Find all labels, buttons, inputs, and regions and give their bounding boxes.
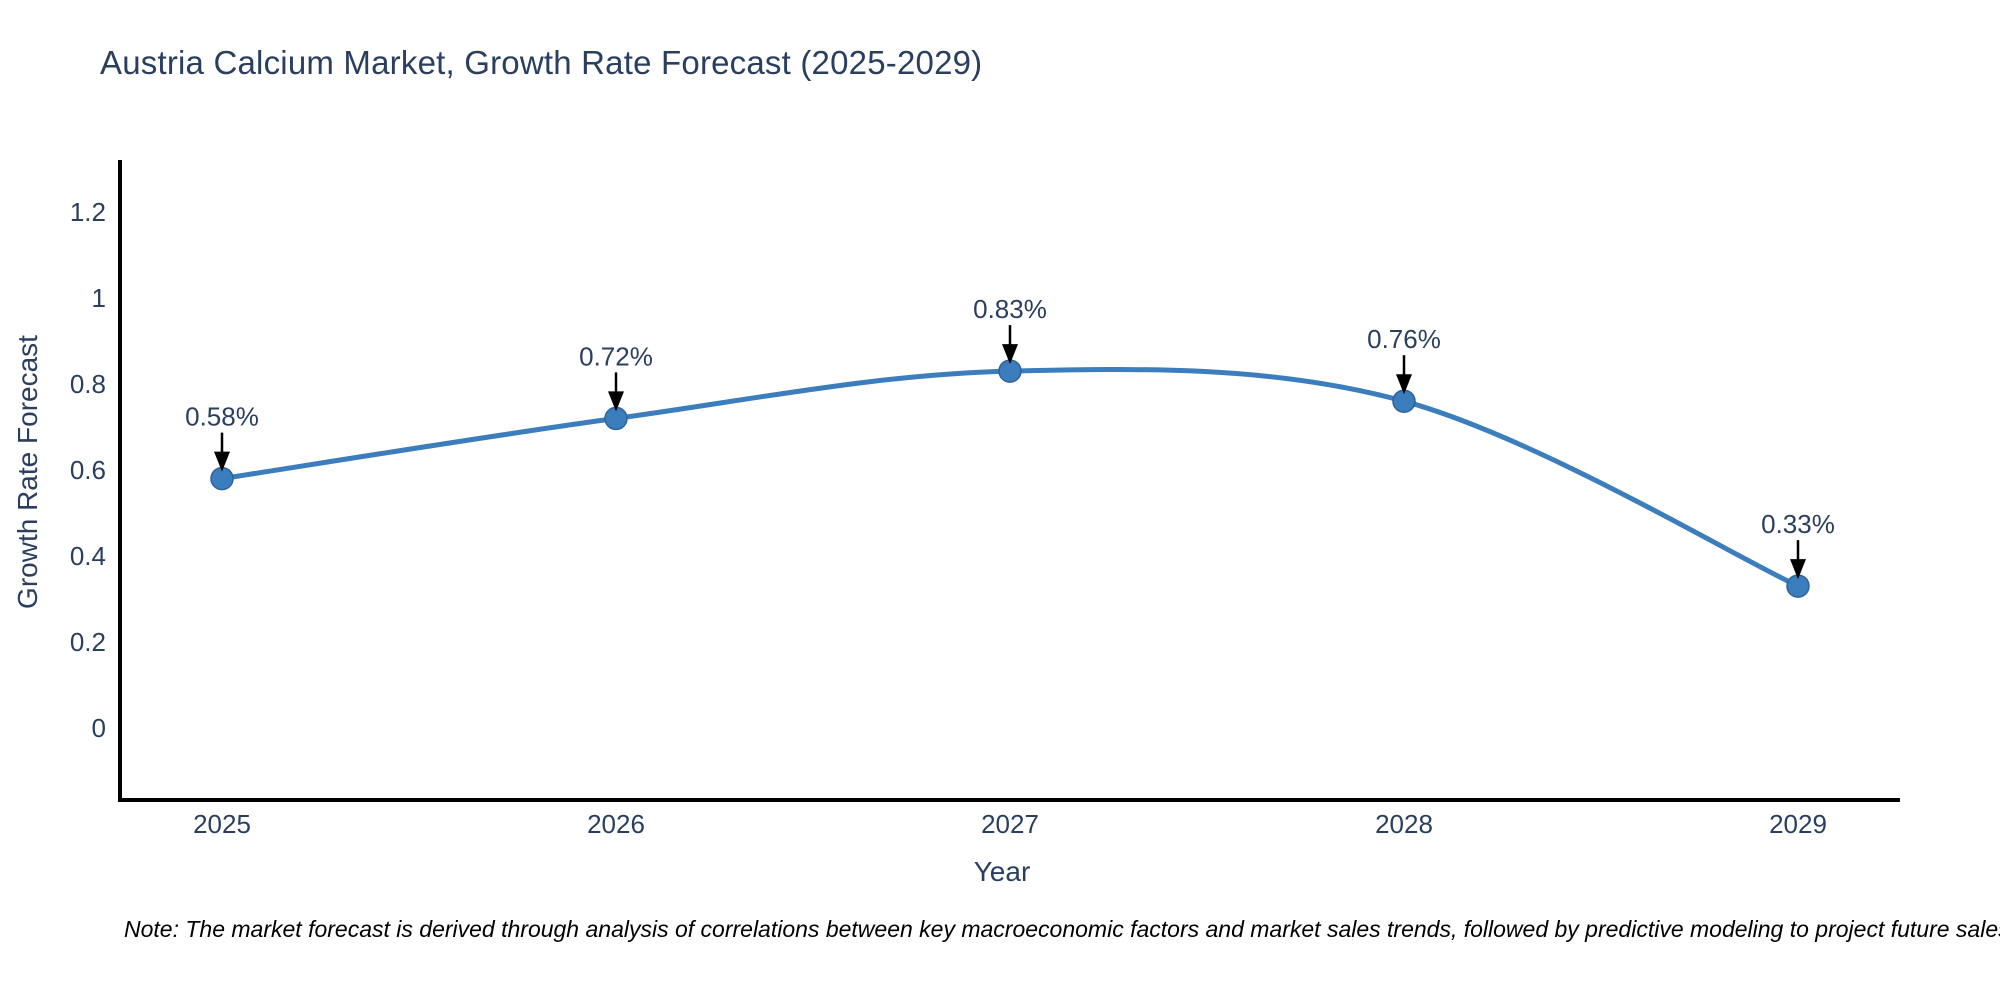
data-point-label: 0.83%: [973, 294, 1047, 324]
annotation-arrowhead-icon: [1002, 344, 1018, 365]
y-tick-label: 0.4: [70, 541, 106, 571]
data-point-label: 0.72%: [579, 341, 653, 371]
chart-title: Austria Calcium Market, Growth Rate Fore…: [100, 44, 983, 81]
annotation-arrowhead-icon: [1790, 559, 1806, 580]
annotation-arrowhead-icon: [1396, 374, 1412, 395]
y-tick-label: 0.6: [70, 455, 106, 485]
series-line: [219, 367, 1801, 589]
x-tick-label: 2026: [587, 809, 645, 839]
x-tick-label: 2029: [1769, 809, 1827, 839]
y-tick-label: 0: [92, 713, 106, 743]
annotation-arrowhead-icon: [214, 451, 230, 472]
y-tick-label: 0.8: [70, 369, 106, 399]
x-tick-label: 2025: [193, 809, 251, 839]
data-point-label: 0.33%: [1761, 509, 1835, 539]
data-point-label: 0.58%: [185, 402, 259, 432]
x-tick-label: 2027: [981, 809, 1039, 839]
x-tick-label: 2028: [1375, 809, 1433, 839]
data-point-label: 0.76%: [1367, 324, 1441, 354]
y-tick-label: 0.2: [70, 627, 106, 657]
y-tick-label: 1.2: [70, 197, 106, 227]
y-tick-label: 1: [92, 283, 106, 313]
axis-spines: [118, 160, 1900, 802]
x-axis-title: Year: [973, 856, 1031, 887]
footnote: Note: The market forecast is derived thr…: [124, 916, 2000, 942]
annotation-arrowhead-icon: [608, 391, 624, 412]
